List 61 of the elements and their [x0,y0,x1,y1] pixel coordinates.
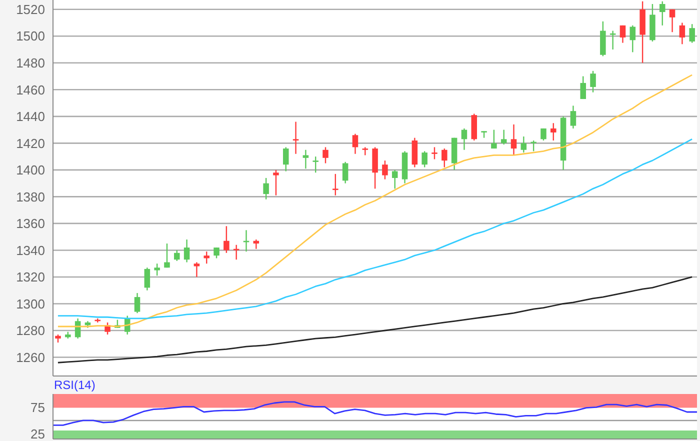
y-tick-label: 1500 [16,28,45,44]
candlestick [332,173,338,196]
candlestick [292,121,299,154]
y-tick-label: 1480 [16,56,45,71]
candlestick [422,150,428,168]
candlestick [194,262,200,278]
candlestick [312,156,318,174]
candlestick [510,124,517,156]
candlestick [174,250,180,262]
candlestick [144,267,150,291]
candlestick [550,122,556,142]
y-tick-label: 1260 [16,350,45,365]
candlestick [461,128,468,150]
candlestick [392,169,398,190]
candlestick [302,149,309,170]
candlestick [352,133,358,154]
candlestick [442,148,448,168]
y-tick-label: 1380 [16,189,45,204]
candlestick [520,136,527,154]
y-tick-label: 1440 [16,109,45,124]
line-series [57,276,693,364]
y-tick-label: 1360 [16,216,45,232]
candlestick [590,70,596,93]
candlestick [679,22,686,45]
candlestick [432,146,438,160]
candlestick [342,161,348,184]
candlestick [630,24,636,53]
y-tick-label: 1340 [16,242,45,258]
y-tick-label: 1320 [16,270,45,285]
candlestick [620,24,626,44]
candlestick [154,263,160,276]
candlestick [214,246,220,259]
candlestick [134,292,140,314]
y-tick-label: 1300 [16,296,45,312]
line-series [52,401,698,426]
candlestick [164,242,170,268]
y-tick-label: 1280 [16,323,45,338]
candlestick [184,238,190,263]
candlestick [382,160,388,180]
candlestick [540,128,546,142]
candlestick [224,226,230,254]
candlestick [273,169,279,196]
candlestick [322,146,328,164]
candlestick [491,129,497,150]
candlestick [500,129,507,146]
y-tick-label: 1460 [16,82,45,98]
y-tick-label: 1520 [16,2,45,17]
candlestick [204,250,210,264]
candlestick [610,30,616,50]
candlestick [263,177,269,200]
y-tick-label: 25 [30,426,45,441]
candlestick [282,146,289,172]
y-tick-label: 1400 [16,162,45,178]
candlestick [669,8,676,33]
candlestick [659,0,666,26]
chart-title: RSI(14) [54,378,96,393]
y-tick-label: 1420 [16,136,45,151]
y-tick-label: 75 [30,400,45,415]
candlestick [689,23,695,44]
candlestick [570,105,576,130]
candlestick [580,76,586,100]
